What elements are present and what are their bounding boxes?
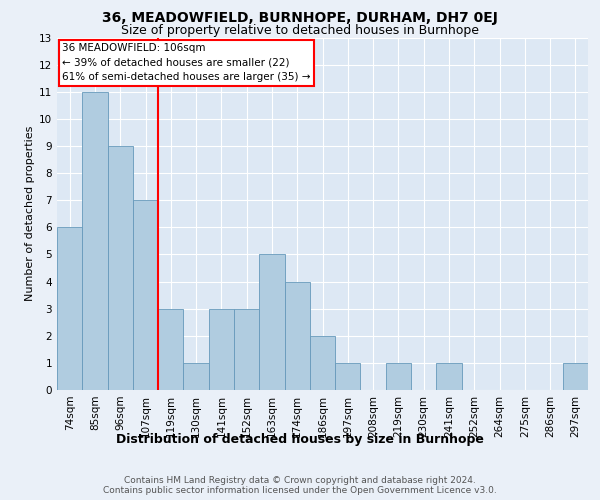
Bar [82,92,107,390]
Y-axis label: Number of detached properties: Number of detached properties [25,126,35,302]
Bar [436,363,461,390]
Bar [234,308,259,390]
Bar [209,308,234,390]
Bar [133,200,158,390]
Bar [158,308,184,390]
Bar [335,363,361,390]
Text: Size of property relative to detached houses in Burnhope: Size of property relative to detached ho… [121,24,479,37]
Bar [259,254,284,390]
Bar [57,228,82,390]
Bar [184,363,209,390]
Text: 36, MEADOWFIELD, BURNHOPE, DURHAM, DH7 0EJ: 36, MEADOWFIELD, BURNHOPE, DURHAM, DH7 0… [102,11,498,25]
Text: Contains HM Land Registry data © Crown copyright and database right 2024.: Contains HM Land Registry data © Crown c… [124,476,476,485]
Text: Contains public sector information licensed under the Open Government Licence v3: Contains public sector information licen… [103,486,497,495]
Text: Distribution of detached houses by size in Burnhope: Distribution of detached houses by size … [116,432,484,446]
Bar [107,146,133,390]
Text: 36 MEADOWFIELD: 106sqm
← 39% of detached houses are smaller (22)
61% of semi-det: 36 MEADOWFIELD: 106sqm ← 39% of detached… [62,43,311,82]
Bar [284,282,310,390]
Bar [386,363,411,390]
Bar [310,336,335,390]
Bar [563,363,588,390]
